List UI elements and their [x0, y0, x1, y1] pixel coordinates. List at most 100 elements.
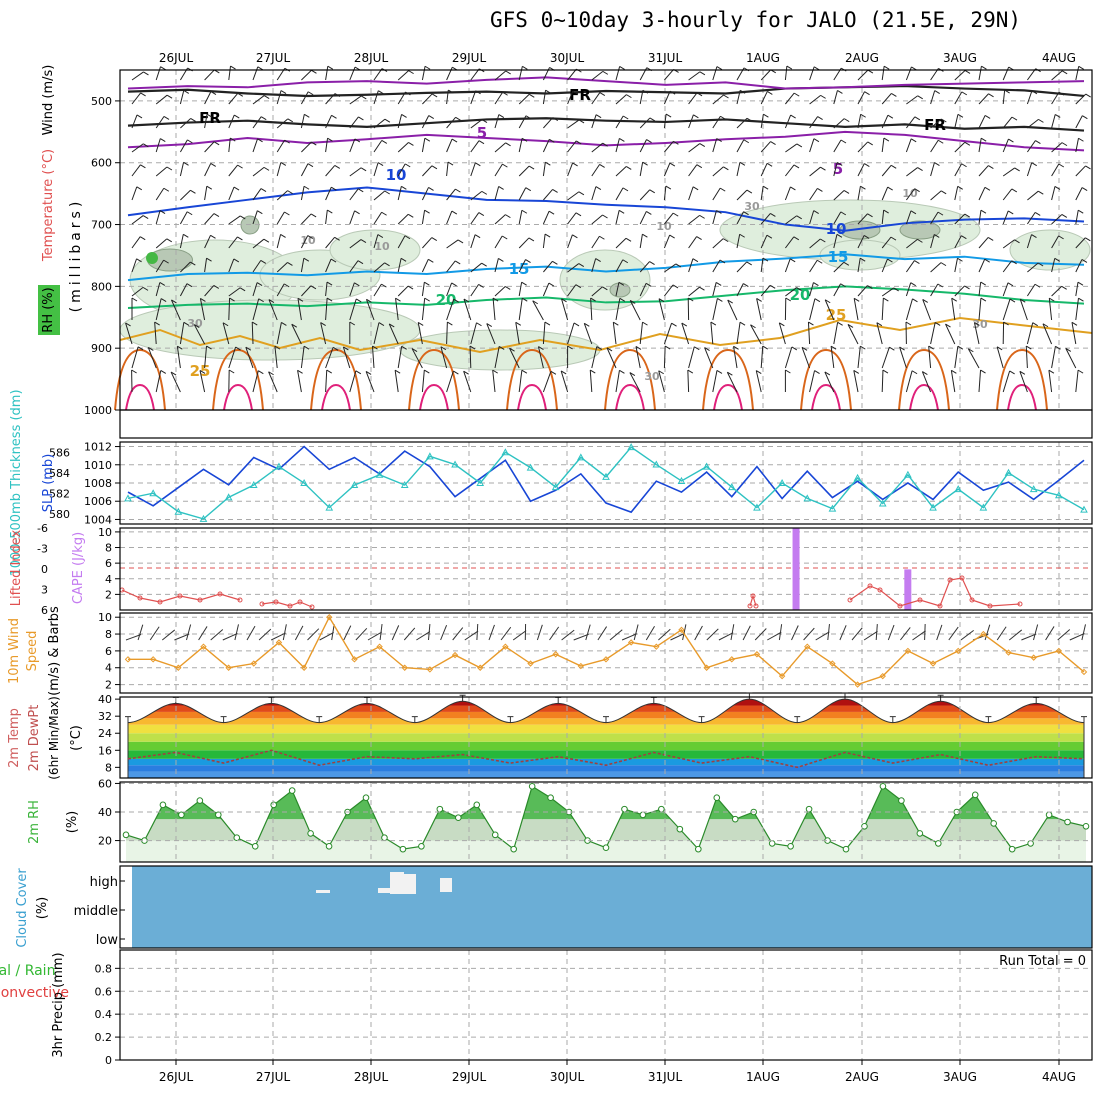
date-label-top: 1AUG — [746, 51, 780, 65]
wind-barb — [349, 95, 362, 105]
wind-barb-flag — [478, 283, 484, 288]
rh-point — [547, 794, 554, 802]
wind-barb-flag — [256, 282, 263, 287]
wind-barb-flag — [981, 65, 987, 70]
wind-barb-flag — [1061, 142, 1068, 147]
wind-barb-flag — [664, 345, 671, 350]
wind-barb-10m — [900, 627, 911, 641]
y-tick-label: 8 — [105, 761, 112, 774]
wind-barb-flag — [1008, 138, 1014, 143]
wind-barb-10m — [282, 624, 287, 641]
isotherm-loop-30 — [408, 348, 460, 411]
wind-barb-flag — [381, 139, 388, 144]
wind-barb-flag — [789, 258, 796, 263]
wind-barb — [446, 260, 456, 273]
wind-barb — [954, 346, 959, 369]
wind-barb-flag — [739, 321, 746, 326]
wind-barb — [252, 238, 265, 249]
wind-barb-10m — [294, 625, 304, 641]
wind-barb-flag — [228, 369, 235, 374]
wind-barb — [567, 234, 573, 249]
wind-barb-flag — [704, 347, 710, 352]
li-point — [867, 583, 873, 589]
rh-point — [731, 815, 739, 823]
wind-barb-10m — [549, 626, 560, 641]
thickness-point — [803, 494, 812, 502]
wind-barb-flag — [671, 322, 677, 327]
wind-barb-flag — [187, 139, 193, 144]
wind-barb-flag — [883, 65, 890, 70]
wind-barb — [658, 298, 665, 321]
wind-barb — [629, 372, 641, 393]
wind-barb-flag — [263, 95, 270, 100]
rh-point — [658, 805, 665, 813]
wind-barb-flag — [320, 322, 326, 326]
thickness-point — [1004, 468, 1013, 476]
wind-barb-flag — [840, 211, 847, 216]
wind-barb — [930, 162, 935, 177]
cloud-gap — [390, 872, 404, 894]
wind-barb-flag — [727, 299, 733, 304]
wind-barb-flag — [746, 189, 753, 194]
wind-barb — [809, 282, 814, 297]
cloud-level-label: low — [96, 933, 119, 948]
wind-barb-flag — [142, 286, 149, 291]
wind-barb — [591, 92, 601, 105]
wind-barb-flag — [361, 95, 367, 100]
wind-barb — [373, 234, 379, 249]
thickness-point — [275, 462, 283, 470]
wind-barb — [268, 299, 278, 321]
wind-barb — [978, 237, 989, 249]
wind-barb — [440, 346, 448, 369]
wind-barb-flag — [746, 117, 753, 122]
wind-barb — [688, 214, 700, 225]
temp-band — [128, 733, 1084, 742]
wind-barb-flag — [280, 90, 287, 94]
rh-point — [990, 820, 997, 827]
temp-minmax-mark — [650, 696, 657, 704]
rh-region — [119, 299, 421, 361]
wind-barb-flag — [681, 322, 688, 327]
wind-barb — [712, 298, 718, 321]
wind-barb-flag — [719, 259, 726, 264]
wind-barb — [978, 115, 986, 129]
wind-barb-flag — [280, 233, 286, 238]
wind-barb-flag — [401, 345, 407, 350]
wind-barb — [930, 139, 939, 153]
wind-barb-flag — [1009, 298, 1016, 303]
wind-barb — [373, 211, 383, 225]
wind-barb-flag — [284, 139, 290, 144]
wind-speed-point — [829, 660, 836, 667]
wind-barb-flag — [914, 116, 921, 121]
wind-barb-flag — [984, 114, 991, 119]
wind-barb-flag — [451, 282, 457, 287]
wind-barb — [542, 371, 552, 393]
isotherm-loop-30 — [506, 348, 558, 411]
y-tick-label: 10 — [98, 611, 112, 624]
y-tick-label: 1000 — [84, 404, 112, 417]
wind-barb-flag — [234, 114, 240, 119]
wind-barb — [397, 258, 402, 273]
rh-point — [1082, 822, 1090, 830]
y-tick-label: 24 — [98, 727, 112, 740]
wind-barb — [494, 114, 500, 129]
wind-barb-flag — [817, 116, 823, 120]
wind-barb-flag — [645, 282, 652, 287]
wind-barb — [833, 90, 838, 105]
wind-barb — [325, 236, 335, 249]
isotherm-line — [127, 130, 1085, 152]
wind-barb — [131, 71, 144, 81]
wind-barb-flag — [619, 297, 626, 302]
wind-barb — [228, 346, 237, 369]
wind-barb-flag — [820, 94, 826, 99]
contour-label: 25 — [826, 306, 847, 324]
y-tick-label: 20 — [98, 835, 112, 848]
wind-barb — [518, 259, 527, 273]
wind-barb — [228, 297, 231, 321]
rh-point — [362, 794, 370, 802]
wind-barb-flag — [964, 213, 970, 218]
wind-barb — [1026, 283, 1036, 297]
wind-barb — [1002, 138, 1009, 153]
wind-barb — [736, 90, 741, 105]
wind-barb-flag — [883, 137, 890, 142]
